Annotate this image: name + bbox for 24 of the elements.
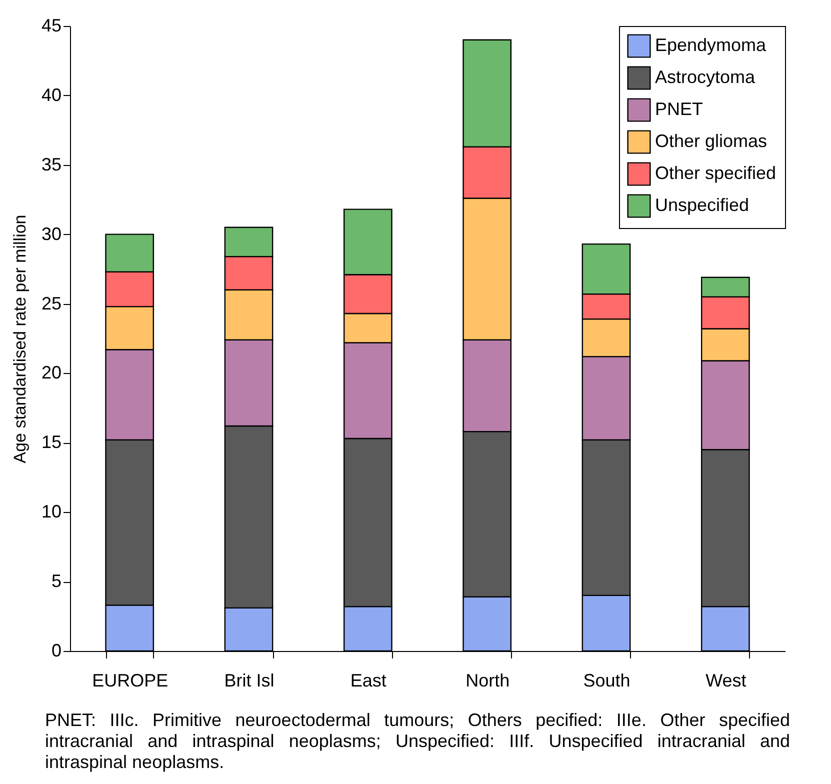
legend-label: Astrocytoma xyxy=(655,67,756,87)
x-tick-label: East xyxy=(350,670,386,690)
y-tick-label: 20 xyxy=(41,362,62,383)
text: PNET: IIIc. Primitive neuroectodermal tumours; Others pecified: IIIe. Other specified intracranial and intraspinal neoplasms; Unspecified: IIIf. Unspecified intracranial and intraspinal neoplasms. xyxy=(45,710,790,773)
x-tick-label: EUROPE xyxy=(92,670,168,690)
y-tick-label: 5 xyxy=(51,571,62,592)
x-tick-label: South xyxy=(583,670,630,690)
y-axis-title: Age standardised rate per million xyxy=(10,214,30,464)
y-tick-label: 40 xyxy=(41,84,62,105)
legend-label: Unspecified xyxy=(655,195,750,215)
legend-label: Ependymoma xyxy=(655,35,768,55)
y-tick-label: 45 xyxy=(41,16,62,36)
y-tick-label: 35 xyxy=(41,154,62,174)
y-tick-label: 15 xyxy=(41,432,62,452)
y-tick-label: 10 xyxy=(41,502,62,522)
legend-label: PNET xyxy=(655,99,704,119)
legend-label: Other gliomas xyxy=(655,131,768,151)
y-tick-label: 0 xyxy=(51,640,62,660)
y-tick-label: 25 xyxy=(41,293,62,314)
x-tick-label: West xyxy=(706,670,746,690)
y-tick-label: 30 xyxy=(41,224,62,244)
x-tick-label: Brit Isl xyxy=(224,670,274,690)
legend-label: Other specified xyxy=(655,163,776,183)
x-tick-label: North xyxy=(466,670,510,690)
